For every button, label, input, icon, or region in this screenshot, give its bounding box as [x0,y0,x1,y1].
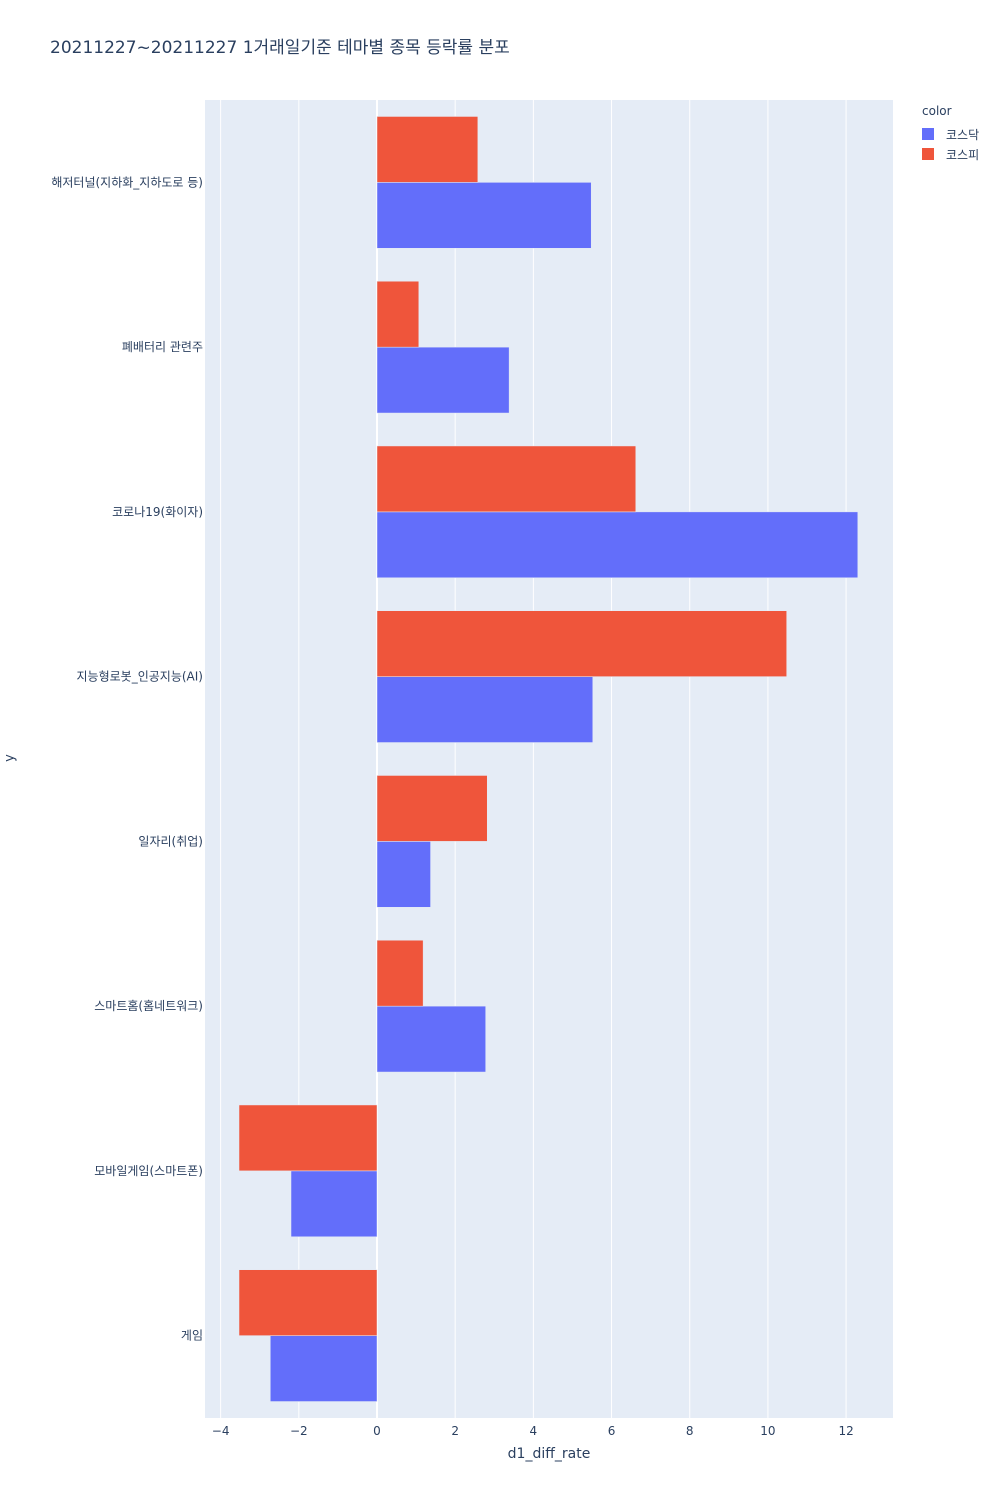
x-tick-label: 12 [838,1424,853,1438]
x-tick-label: 0 [373,1424,381,1438]
y-tick-label: 해저터널(지하화_지하도로 등) [51,175,203,189]
legend-label-kospi: 코스피 [946,147,980,162]
y-tick-label: 지능형로봇_인공지능(AI) [77,670,203,684]
legend-label-kosdaq: 코스닥 [946,127,980,142]
grid-layer [220,100,847,1418]
x-axis-title: d1_diff_rate [507,1446,591,1462]
bar-kosdaq[interactable] [270,1335,378,1402]
bar-layer [238,116,859,1402]
x-tick-label: 6 [608,1424,616,1438]
bar-kosdaq[interactable] [376,511,859,579]
bar-kospi[interactable] [376,445,637,513]
chart-title: 20211227~20211227 1거래일기준 테마별 종목 등락률 분포 [50,38,510,58]
x-tick-label: 8 [686,1424,694,1438]
bar-kosdaq[interactable] [290,1170,378,1238]
bar-kosdaq[interactable] [376,182,592,249]
y-tick-label: 폐배터리 관련주 [122,340,203,354]
bar-kosdaq[interactable] [376,841,431,908]
bar-kospi[interactable] [376,280,420,348]
legend: color 코스닥 코스피 [922,104,979,164]
x-tick-label: 10 [760,1424,775,1438]
y-tick-label: 게임 [181,1329,203,1343]
bar-kosdaq[interactable] [376,1005,486,1073]
y-tick-label: 일자리(취업) [138,834,203,848]
bar-kospi[interactable] [376,116,479,183]
legend-item-kospi[interactable]: 코스피 [922,144,979,164]
y-tick-label: 스마트홈(홈네트워크) [94,999,203,1013]
bar-kospi[interactable] [376,939,424,1007]
legend-swatch-kospi [922,148,934,160]
x-tick-label: 4 [530,1424,538,1438]
bar-kospi[interactable] [376,775,488,842]
y-tick-label: 코로나19(화이자) [112,505,203,519]
tick-layer: −4 −2 0 2 4 6 8 10 12 해저터널(지하화_지하도로 등) 폐배터리 관련주코로나… [51,175,853,1438]
y-axis-title: y [2,754,18,762]
y-tick-label: 모바일게임(스마트폰) [94,1164,203,1178]
x-tick-label: −4 [212,1424,230,1438]
bar-kospi[interactable] [238,1269,378,1336]
bar-kosdaq[interactable] [376,346,510,414]
bar-kospi[interactable] [238,1104,378,1172]
legend-swatch-kosdaq [922,128,934,140]
legend-item-kosdaq[interactable]: 코스닥 [922,124,979,144]
bar-kosdaq[interactable] [376,676,594,743]
x-tick-label: 2 [451,1424,459,1438]
x-tick-label: −2 [290,1424,308,1438]
legend-title: color [922,104,952,118]
bar-kospi[interactable] [376,610,787,677]
